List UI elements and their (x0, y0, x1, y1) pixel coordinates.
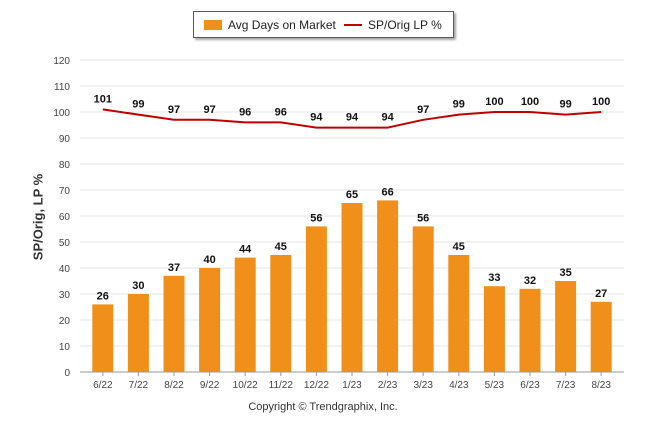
y-tick-label: 40 (59, 264, 71, 275)
line-value-label: 97 (417, 104, 429, 116)
legend-bar-label: Avg Days on Market (228, 17, 336, 32)
bar-value-label: 44 (239, 244, 252, 256)
line-value-label: 100 (485, 96, 503, 108)
line-value-label: 99 (453, 99, 465, 111)
y-axis-title: SP/Orig, LP % (30, 173, 46, 261)
line-value-label: 97 (168, 104, 180, 116)
bar-value-label: 33 (488, 272, 500, 284)
y-tick-label: 90 (59, 134, 71, 145)
x-tick-label: 7/23 (556, 380, 576, 391)
bar[interactable] (519, 288, 541, 372)
bar[interactable] (377, 200, 399, 372)
line-value-label: 94 (310, 112, 323, 124)
bar-value-label: 66 (381, 186, 393, 198)
bar[interactable] (305, 226, 327, 372)
y-tick-label: 10 (59, 342, 71, 353)
x-tick-label: 6/22 (93, 380, 113, 391)
bar-value-label: 45 (275, 241, 287, 253)
bar[interactable] (127, 294, 149, 372)
x-tick-label: 5/23 (485, 380, 505, 391)
line-value-label: 101 (94, 93, 112, 105)
line-value-label: 100 (592, 96, 610, 108)
y-axis: 0 10 20 30 40 50 60 70 80 90 100 110 120 (53, 56, 70, 379)
line-value-label: 97 (203, 104, 215, 116)
bar-value-label: 37 (168, 262, 180, 274)
bar-value-label: 56 (310, 212, 322, 224)
legend-item-bar[interactable]: Avg Days on Market (204, 12, 336, 37)
bar-value-label: 32 (524, 275, 536, 287)
y-tick-label: 100 (53, 108, 70, 119)
bar-value-label: 26 (97, 290, 109, 302)
y-tick-label: 20 (59, 316, 71, 327)
x-tick-label: 9/22 (200, 380, 220, 391)
line-value-label: 94 (381, 112, 394, 124)
bar[interactable] (199, 268, 221, 372)
x-tick-label: 7/22 (129, 380, 149, 391)
x-tick-label: 4/23 (449, 380, 469, 391)
y-tick-label: 30 (59, 290, 71, 301)
bar-value-label: 56 (417, 212, 429, 224)
bar-value-label: 45 (453, 241, 465, 253)
bar-value-label: 30 (132, 280, 144, 292)
bar-value-label: 27 (595, 288, 607, 300)
bar-swatch-icon (204, 19, 222, 30)
line-value-label: 96 (239, 106, 251, 118)
y-tick-label: 60 (59, 212, 71, 223)
x-axis: 6/22 7/22 8/22 9/22 10/22 11/22 12/22 1/23 2/23 3… (80, 371, 624, 391)
y-tick-label: 50 (59, 238, 71, 249)
x-tick-label: 12/22 (304, 380, 329, 391)
x-tick-label: 1/23 (342, 380, 362, 391)
line-value-label: 99 (559, 99, 571, 111)
bar[interactable] (555, 281, 577, 372)
bar[interactable] (590, 301, 612, 372)
x-tick-label: 8/22 (164, 380, 184, 391)
copyright-text: Copyright © Trendgraphix, Inc. (248, 401, 398, 413)
line-path[interactable] (102, 108, 602, 129)
x-tick-label: 6/23 (520, 380, 540, 391)
bar[interactable] (270, 255, 292, 372)
x-tick-label: 8/23 (591, 380, 611, 391)
bar[interactable] (483, 286, 505, 372)
bar[interactable] (163, 275, 185, 372)
line-series: 101 99 97 97 96 96 94 94 94 97 99 100 100 99 100 (94, 93, 610, 129)
legend-line-label: SP/Orig LP % (368, 17, 442, 32)
x-tick-label: 3/23 (413, 380, 433, 391)
line-swatch-icon (344, 23, 362, 26)
y-tick-label: 120 (53, 56, 70, 67)
bar[interactable] (412, 226, 434, 372)
bar-value-label: 65 (346, 189, 358, 201)
bar-series: 26 30 37 40 44 45 56 65 66 56 45 33 32 35 27 (92, 186, 612, 372)
bar-value-label: 35 (559, 267, 571, 279)
bar[interactable] (448, 255, 470, 372)
line-value-label: 99 (132, 99, 144, 111)
x-tick-label: 2/23 (378, 380, 398, 391)
bar[interactable] (92, 304, 114, 372)
bar[interactable] (234, 257, 256, 372)
y-tick-label: 110 (54, 82, 70, 93)
legend: Avg Days on Market SP/Orig LP % (193, 11, 454, 38)
bar-value-label: 40 (203, 254, 215, 266)
legend-item-line[interactable]: SP/Orig LP % (344, 12, 442, 37)
x-tick-label: 10/22 (233, 380, 258, 391)
y-tick-label: 0 (64, 368, 70, 379)
bar[interactable] (341, 203, 363, 372)
line-value-label: 100 (521, 96, 539, 108)
y-tick-label: 70 (59, 186, 71, 197)
x-tick-label: 11/22 (269, 380, 294, 391)
line-value-label: 94 (346, 112, 359, 124)
y-tick-label: 80 (59, 160, 71, 171)
line-value-label: 96 (275, 106, 287, 118)
